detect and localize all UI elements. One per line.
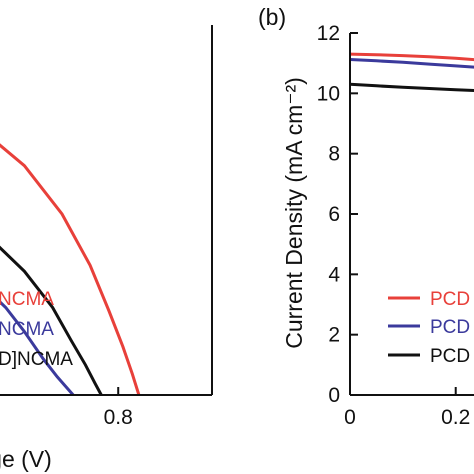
panel-b-legend-label-1: PCD	[430, 317, 470, 338]
panel-a-series-2-line	[0, 245, 103, 396]
panel-b: (b) PCD PCD PCD 0 2 4 6 8 10 12 0 0.2 Current Dens…	[258, 4, 474, 429]
panel-b-y-tick-label-3: 6	[328, 203, 340, 226]
panel-b-y-tick-label-4: 8	[328, 143, 340, 166]
panel-b-legend-label-0: PCD	[430, 289, 470, 310]
panel-b-series-2-line	[349, 82, 474, 93]
panel-b-y-axis-label: Current Density (mA cm⁻²)	[281, 77, 307, 349]
panel-b-ticks: 0 2 4 6 8 10 12 0 0.2	[317, 22, 471, 429]
panel-b-x-tick-label-0: 0	[344, 406, 356, 429]
panel-b-series-0-line	[349, 52, 474, 62]
panel-a-legend-label-0: NCMA	[0, 289, 54, 310]
panel-b-series-1-line	[349, 58, 474, 69]
panel-b-label: (b)	[258, 4, 286, 30]
panel-b-y-tick-label-5: 10	[317, 82, 340, 105]
panel-a-x-tick-label-1: 0.8	[104, 406, 133, 429]
panel-a: NCMA NCMA D]NCMA 0.60.8 Voltage (V)	[0, 25, 213, 472]
panel-b-legend-label-2: PCD	[430, 346, 470, 367]
panel-b-y-tick-label-6: 12	[317, 22, 340, 45]
panel-b-y-tick-label-2: 4	[328, 263, 340, 286]
panel-a-legend: NCMA NCMA D]NCMA	[0, 289, 73, 370]
panel-b-y-tick-label-0: 0	[328, 384, 340, 407]
panel-a-legend-label-2: D]NCMA	[0, 349, 73, 370]
panel-b-curves	[349, 52, 474, 93]
panel-a-ticks: 0.60.8	[104, 387, 133, 429]
panel-b-legend: PCD PCD PCD	[388, 289, 470, 367]
panel-a-series-1-line	[0, 299, 75, 396]
panel-a-legend-label-1: NCMA	[0, 319, 54, 340]
panel-b-x-tick-label-1: 0.2	[441, 406, 470, 429]
panel-a-x-axis-label: Voltage (V)	[0, 446, 52, 472]
panel-b-y-tick-label-1: 2	[328, 324, 340, 347]
panel-a-series-0-line	[0, 143, 141, 396]
panel-a-x-axis-title: Voltage (V)	[0, 446, 52, 472]
panel-a-curves	[0, 143, 141, 396]
